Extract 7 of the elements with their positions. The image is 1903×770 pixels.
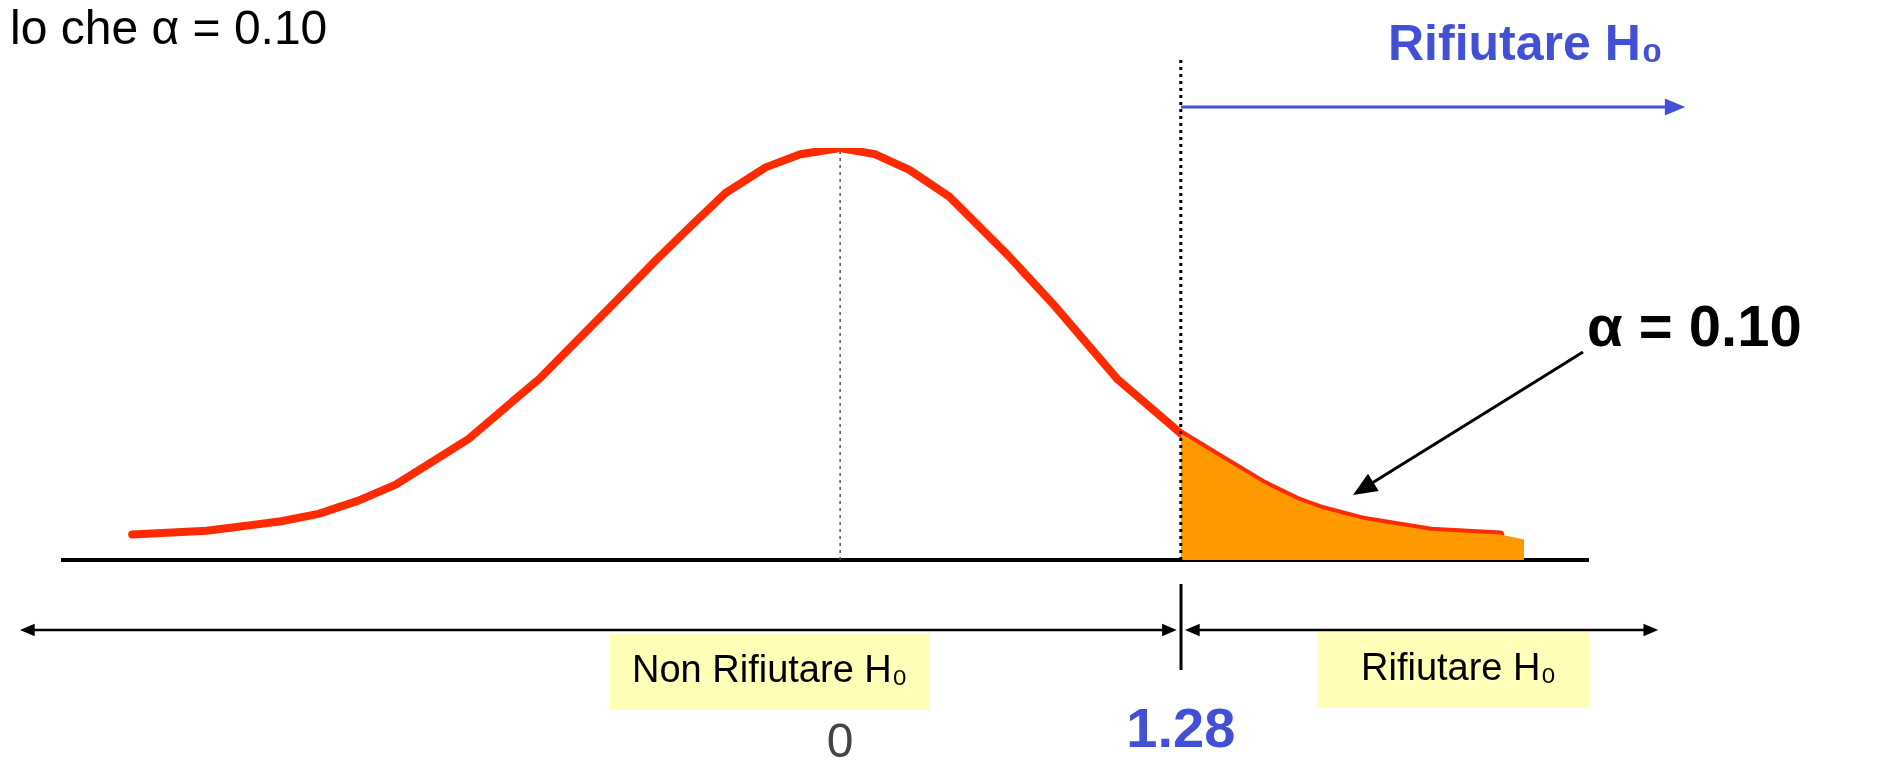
text: Rifiutare H₀: [1388, 15, 1664, 71]
x-tick-label: 1.28: [1126, 696, 1236, 760]
chart-title: lo che α = 0.10: [10, 1, 328, 54]
text: Rifiutare H₀: [1317, 632, 1591, 708]
x-tick-label: 0: [826, 714, 854, 768]
text: Non Rifiutare H₀: [610, 634, 930, 710]
annotation: α = 0.10: [1587, 293, 1802, 358]
